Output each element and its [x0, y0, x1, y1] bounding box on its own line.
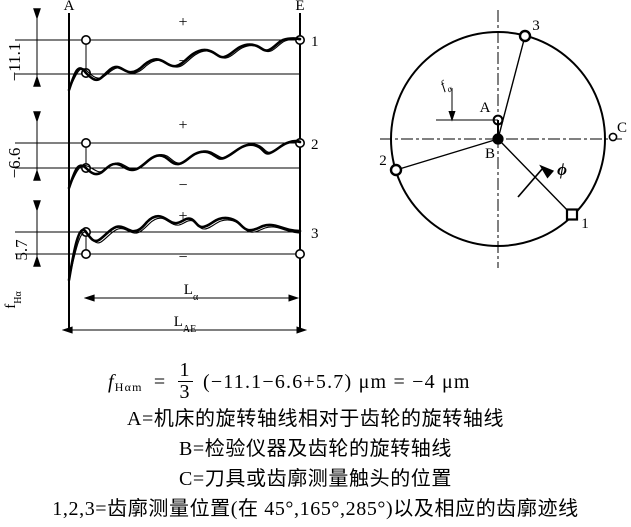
svg-text:3: 3	[311, 226, 319, 242]
svg-text:−: −	[178, 177, 187, 194]
svg-text:LAE: LAE	[174, 314, 197, 335]
svg-text:+: +	[178, 117, 187, 134]
svg-text:+: +	[178, 208, 187, 225]
svg-text:C: C	[617, 120, 627, 136]
svg-text:Lα: Lα	[184, 282, 199, 303]
svg-text:fα: fα	[438, 75, 455, 96]
svg-text:3: 3	[532, 18, 540, 34]
svg-text:E: E	[295, 0, 304, 14]
svg-text:2: 2	[311, 137, 319, 153]
svg-text:1: 1	[581, 216, 589, 232]
svg-text:2: 2	[379, 153, 387, 169]
svg-text:−: −	[178, 53, 187, 70]
svg-text:A: A	[64, 0, 75, 14]
svg-text:ϕ: ϕ	[557, 160, 567, 179]
svg-text:−11.1: −11.1	[5, 43, 24, 82]
svg-text:A: A	[480, 100, 491, 116]
svg-text:−6.6: −6.6	[5, 148, 24, 179]
svg-text:−: −	[178, 249, 187, 266]
svg-text:+: +	[178, 14, 187, 31]
svg-text:1: 1	[311, 34, 319, 50]
svg-text:fHα: fHα	[3, 291, 24, 309]
svg-text:5.7: 5.7	[12, 239, 31, 261]
svg-text:B: B	[485, 146, 495, 162]
